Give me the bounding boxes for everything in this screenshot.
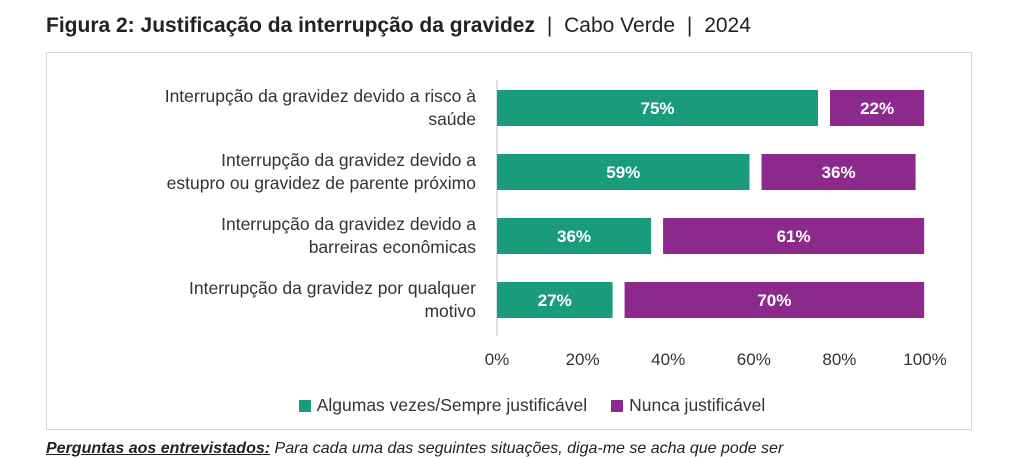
title-separator: | xyxy=(546,14,553,37)
chart-title: Figura 2: Justificação da interrupção da… xyxy=(46,14,751,38)
x-tick-label: 60% xyxy=(737,350,771,369)
title-year: 2024 xyxy=(704,14,751,37)
category-label-line: motivo xyxy=(424,301,476,321)
x-tick-label: 100% xyxy=(903,350,946,369)
footer-note: Perguntas aos entrevistados: Para cada u… xyxy=(46,440,783,458)
category-label-line: barreiras econômicas xyxy=(308,237,476,257)
legend-swatch xyxy=(298,399,311,412)
data-label: 75% xyxy=(640,99,674,118)
x-tick-label: 20% xyxy=(566,350,600,369)
bar-segment-sometimes-justifiable xyxy=(497,218,652,254)
data-label: 22% xyxy=(860,99,894,118)
x-tick-label: 0% xyxy=(485,350,510,369)
legend-label: Nunca justificável xyxy=(629,395,766,415)
data-label: 36% xyxy=(822,163,856,182)
data-label: 59% xyxy=(606,163,640,182)
category-label: Interrupção da gravidez devido a risco à… xyxy=(36,85,476,131)
legend-item: Algumas vezes/Sempre justificável xyxy=(298,395,588,416)
footer-question-text: Para cada uma das seguintes situações, d… xyxy=(270,440,784,457)
legend-item: Nunca justificável xyxy=(611,395,765,416)
legend: Algumas vezes/Sempre justificável Nunca j… xyxy=(0,395,1024,417)
bar-segment-never-justifiable xyxy=(830,90,925,126)
footer-question-label: Perguntas aos entrevistados: xyxy=(46,440,271,457)
data-label: 61% xyxy=(777,227,811,246)
bar-segment-sometimes-justifiable xyxy=(497,90,818,126)
category-label-line: estupro ou gravidez de parente próximo xyxy=(166,173,476,193)
category-label-line: saúde xyxy=(428,109,476,129)
chart-frame xyxy=(46,52,972,430)
title-separator: | xyxy=(686,14,693,37)
x-tick-label: 40% xyxy=(651,350,685,369)
bar-segment-sometimes-justifiable xyxy=(497,154,750,190)
category-label: Interrupção da gravidez por qualquer moti… xyxy=(36,277,476,323)
category-label-line: Interrupção da gravidez devido a risco à xyxy=(164,86,476,106)
category-label-line: Interrupção da gravidez devido a xyxy=(221,214,476,234)
title-main: Figura 2: Justificação da interrupção da… xyxy=(46,14,535,37)
category-label-line: Interrupção da gravidez devido a xyxy=(221,150,476,170)
data-label: 36% xyxy=(557,227,591,246)
bar-segment-never-justifiable xyxy=(663,218,925,254)
bar-segment-sometimes-justifiable xyxy=(497,282,613,318)
data-label: 70% xyxy=(757,291,791,310)
legend-label: Algumas vezes/Sempre justificável xyxy=(316,395,588,415)
x-tick-label: 80% xyxy=(822,350,856,369)
category-label: Interrupção da gravidez devido a estupro … xyxy=(36,149,476,195)
bar-segment-never-justifiable xyxy=(624,282,925,318)
category-label-line: Interrupção da gravidez por qualquer xyxy=(189,278,476,298)
title-country: Cabo Verde xyxy=(564,14,676,37)
legend-swatch xyxy=(611,399,624,412)
data-label: 27% xyxy=(538,291,572,310)
bar-segment-never-justifiable xyxy=(761,154,916,190)
category-label: Interrupção da gravidez devido a barreira… xyxy=(36,213,476,259)
